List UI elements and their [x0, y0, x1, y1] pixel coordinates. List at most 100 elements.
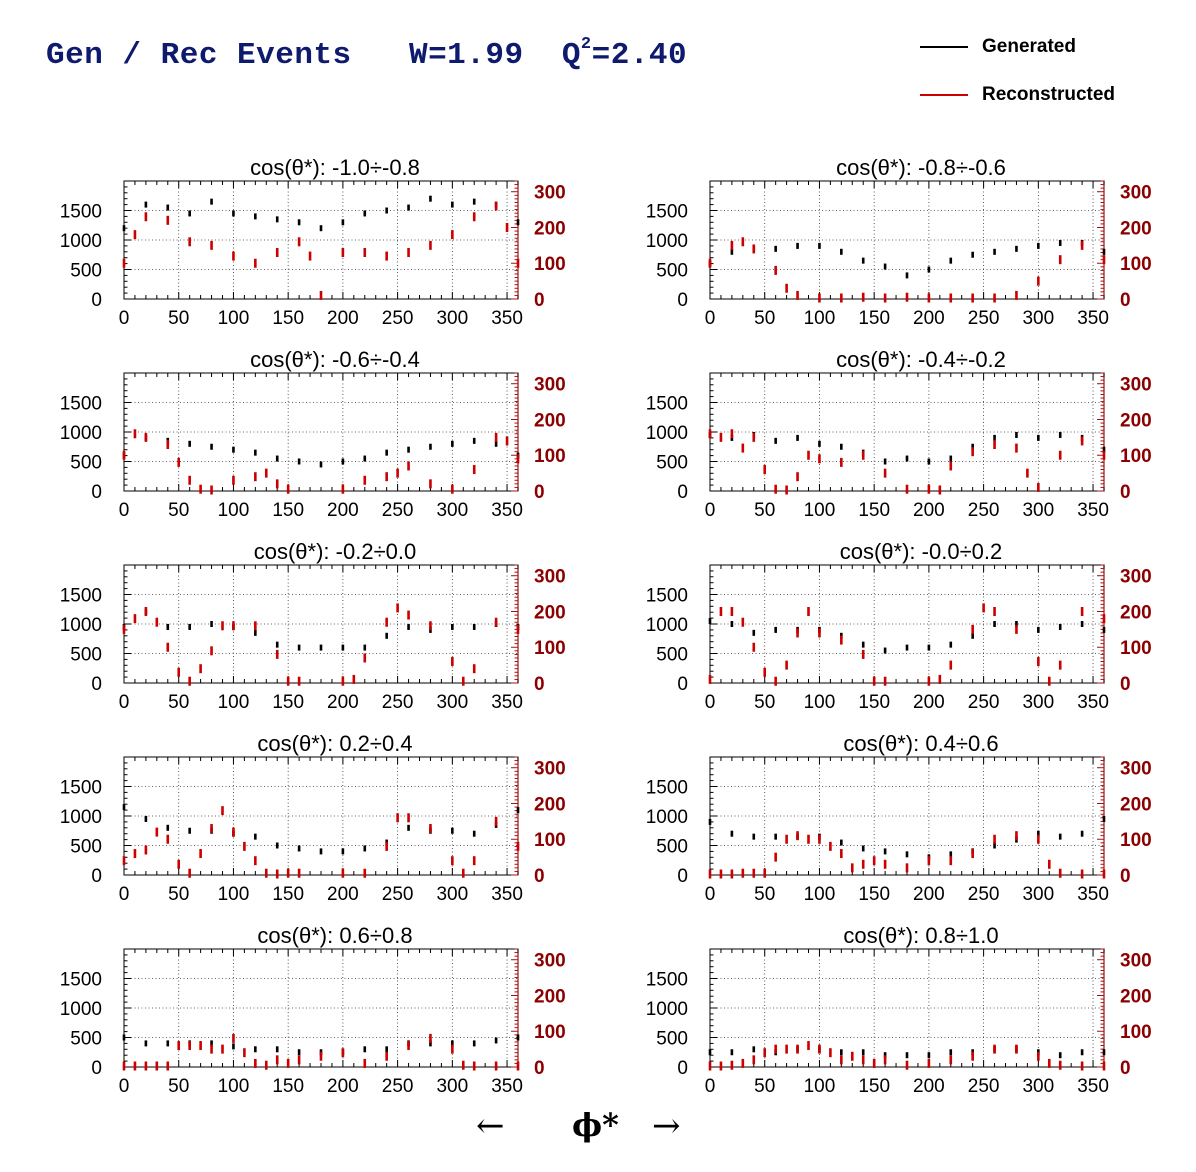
data-point: [275, 1046, 279, 1053]
data-point: [177, 859, 181, 869]
x-tick-label: 350: [491, 1076, 523, 1097]
data-point: [861, 257, 865, 264]
data-point: [818, 242, 821, 249]
data-point: [122, 856, 126, 866]
data-point: [949, 851, 953, 858]
data-point: [949, 293, 953, 303]
data-point: [818, 628, 821, 638]
y-tick-label-right: 0: [1120, 290, 1131, 311]
data-point: [1102, 1049, 1106, 1056]
y-tick-label-right: 300: [534, 567, 566, 588]
data-point: [407, 623, 410, 630]
data-point: [730, 1049, 734, 1056]
data-point: [719, 432, 723, 442]
data-point: [1080, 240, 1084, 250]
x-tick-label: 200: [913, 692, 945, 713]
data-point: [949, 856, 953, 866]
data-point: [971, 251, 974, 258]
w-label: W=1.99: [408, 38, 524, 73]
y-tick-label-right: 0: [534, 866, 545, 887]
y-tick-label-left: 1000: [646, 615, 688, 636]
data-point: [494, 1061, 498, 1071]
data-point: [166, 215, 170, 225]
data-point: [927, 856, 931, 866]
data-point: [451, 623, 454, 630]
data-point: [752, 1046, 756, 1053]
data-point: [451, 484, 454, 494]
data-point: [949, 1055, 953, 1065]
data-point: [730, 869, 734, 879]
x-tick-label: 0: [119, 500, 130, 521]
x-tick-label: 50: [754, 884, 775, 905]
data-point: [1037, 626, 1040, 633]
x-tick-label: 50: [168, 1076, 189, 1097]
data-point: [840, 248, 843, 255]
y-tick-label-right: 100: [1120, 830, 1152, 851]
data-point: [363, 475, 367, 485]
y-tick-label-right: 0: [534, 290, 545, 311]
data-point: [363, 1046, 367, 1053]
data-point: [840, 839, 843, 846]
data-point: [1102, 446, 1106, 453]
data-point: [938, 674, 942, 684]
x-tick-label: 200: [913, 1076, 945, 1097]
data-point: [949, 1049, 953, 1056]
y-tick-label-right: 100: [534, 446, 566, 467]
data-point: [461, 1060, 465, 1070]
data-point: [1080, 869, 1084, 879]
series-generated: [708, 1046, 1106, 1059]
data-point: [949, 641, 953, 648]
data-point: [840, 1055, 843, 1065]
data-point: [407, 446, 410, 453]
legend-swatch-reconstructed: [920, 94, 968, 96]
data-point: [451, 827, 454, 834]
data-point: [1102, 450, 1106, 460]
data-point: [188, 210, 191, 217]
chart-panel-7: 0 50 100 150 200 250 300 350 0 500 1000 1500 0 100 200…: [60, 731, 566, 905]
x-tick-label: 0: [705, 692, 716, 713]
x-tick-label: 200: [913, 500, 945, 521]
data-point: [1015, 621, 1018, 627]
data-point: [254, 1058, 257, 1068]
x-tick-label: 300: [1022, 500, 1054, 521]
x-tick-label: 0: [705, 500, 716, 521]
x-axis-label: ϕ*: [572, 1106, 619, 1144]
data-point: [993, 440, 996, 450]
y-tick-label-left: 1000: [60, 807, 102, 828]
data-point: [254, 629, 257, 636]
data-point: [144, 212, 148, 222]
data-point: [1102, 614, 1106, 624]
y-tick-label-left: 0: [91, 482, 102, 503]
data-point: [385, 1046, 388, 1053]
x-tick-label: 150: [858, 500, 890, 521]
data-point: [188, 827, 191, 834]
x-tick-label: 300: [1022, 692, 1054, 713]
data-point: [451, 1044, 454, 1054]
data-point: [949, 660, 953, 670]
data-point: [385, 251, 388, 261]
y-tick-label-right: 100: [1120, 1022, 1152, 1043]
x-tick-label: 250: [382, 500, 414, 521]
y-tick-label-right: 0: [1120, 1058, 1131, 1079]
panel-title: cos(θ*): -1.0÷-0.8: [250, 155, 420, 180]
data-point: [741, 237, 745, 247]
data-point: [785, 834, 788, 844]
data-point: [949, 257, 953, 264]
data-point: [516, 454, 520, 464]
data-point: [385, 472, 388, 482]
data-point: [188, 676, 191, 686]
data-point: [1102, 626, 1106, 633]
data-point: [155, 1061, 159, 1071]
data-point: [818, 1044, 821, 1054]
data-point: [254, 856, 257, 866]
y-tick-label-right: 200: [534, 602, 566, 623]
y-tick-label-right: 300: [1120, 375, 1152, 396]
data-point: [708, 674, 712, 684]
series-generated: [708, 618, 1106, 654]
data-point: [774, 1044, 777, 1054]
data-point: [883, 1055, 887, 1065]
data-point: [796, 472, 799, 482]
data-point: [993, 606, 996, 616]
y-tick-label-left: 0: [91, 674, 102, 695]
